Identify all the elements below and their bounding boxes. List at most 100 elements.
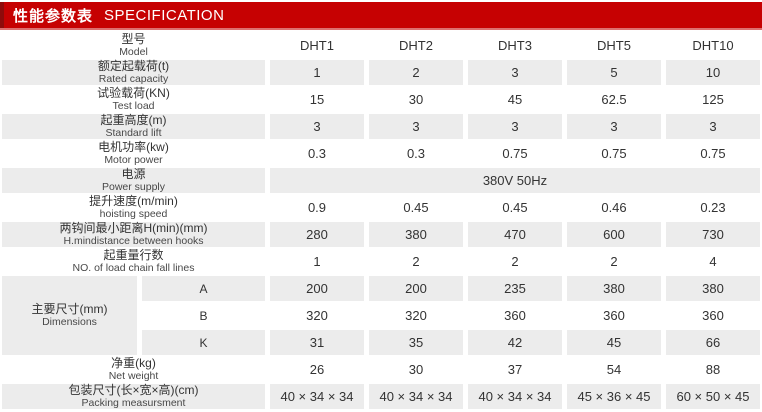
table-row-packing: 包装尺寸(长×宽×高)(cm) Packing measursment 40 ×… bbox=[2, 384, 760, 409]
table-row-power-supply: 电源 Power supply 380V 50Hz bbox=[2, 168, 760, 193]
row-label-en: Model bbox=[119, 46, 148, 58]
cell-value: 3 bbox=[567, 114, 661, 139]
cell-value: 2 bbox=[412, 254, 420, 269]
cell-value: 730 bbox=[666, 222, 760, 247]
row-label-zh: 两钩间最小距离H(min)(mm) bbox=[59, 221, 208, 235]
title-bar: 性能参数表 SPECIFICATION bbox=[0, 2, 762, 28]
cell-value: 54 bbox=[606, 362, 622, 377]
cell-value: 0.75 bbox=[700, 146, 726, 161]
row-label-zh: 试验载荷(KN) bbox=[97, 86, 170, 100]
row-label: 电源 Power supply bbox=[2, 168, 265, 193]
row-label-zh: 净重(kg) bbox=[111, 356, 156, 370]
table-row-net-weight: 净重(kg) Net weight 26 30 37 54 88 bbox=[2, 356, 760, 383]
cell-value: 31 bbox=[270, 330, 364, 355]
cell-value-merged: 380V 50Hz bbox=[270, 168, 760, 193]
row-label-en: Dimensions bbox=[42, 316, 97, 328]
cell-value: 45 bbox=[567, 330, 661, 355]
title-underline bbox=[0, 28, 762, 30]
row-label: 起重高度(m) Standard lift bbox=[2, 114, 265, 139]
table-row-hook-distance: 两钩间最小距离H(min)(mm) H.mindistance between … bbox=[2, 222, 760, 247]
cell-value: 0.75 bbox=[502, 146, 528, 161]
cell-value: 2 bbox=[369, 60, 463, 85]
cell-value: 40 × 34 × 34 bbox=[270, 384, 364, 409]
cell-value: 0.45 bbox=[403, 200, 429, 215]
row-label-en: Rated capacity bbox=[98, 73, 169, 85]
table-row-fall-lines: 起重量行数 NO. of load chain fall lines 1 2 2… bbox=[2, 248, 760, 275]
cell-value: 1 bbox=[270, 60, 364, 85]
model-header-cell: DHT3 bbox=[498, 38, 532, 53]
cell-value: 360 bbox=[603, 308, 625, 323]
dimensions-rows: A 200 200 235 380 380 B 320 320 360 360 … bbox=[142, 276, 760, 355]
row-label-zh: 电机功率(kw) bbox=[98, 140, 169, 154]
cell-value: 380 bbox=[567, 276, 661, 301]
row-label-en: Power supply bbox=[101, 181, 166, 193]
cell-value: 380 bbox=[369, 222, 463, 247]
cell-value: 125 bbox=[702, 92, 724, 107]
row-label-en: NO. of load chain fall lines bbox=[72, 262, 195, 274]
model-header-cell: DHT10 bbox=[692, 38, 734, 53]
row-label: 两钩间最小距离H(min)(mm) H.mindistance between … bbox=[2, 222, 265, 247]
cell-value: 10 bbox=[666, 60, 760, 85]
cell-value: 42 bbox=[468, 330, 562, 355]
table-row-dim-a: A 200 200 235 380 380 bbox=[142, 276, 760, 301]
dimensions-block: 主要尺寸(mm) Dimensions A 200 200 235 380 38… bbox=[2, 276, 760, 355]
cell-value: 2 bbox=[511, 254, 519, 269]
table-row-test-load: 试验载荷(KN) Test load 15 30 45 62.5 125 bbox=[2, 86, 760, 113]
dimension-key: B bbox=[199, 308, 208, 323]
cell-value: 30 bbox=[408, 362, 424, 377]
cell-value: 235 bbox=[468, 276, 562, 301]
page-title-chinese: 性能参数表 bbox=[13, 7, 94, 25]
dimensions-label: 主要尺寸(mm) Dimensions bbox=[2, 276, 137, 355]
spec-table: 型号 Model DHT1 DHT2 DHT3 DHT5 DHT10 额定起载荷… bbox=[0, 30, 762, 409]
cell-value: 320 bbox=[405, 308, 427, 323]
page-title-english: SPECIFICATION bbox=[104, 6, 225, 24]
cell-value: 380 bbox=[666, 276, 760, 301]
cell-value: 3 bbox=[468, 60, 562, 85]
table-row-rated-capacity: 额定起载荷(t) Rated capacity 1 2 3 5 10 bbox=[2, 60, 760, 85]
cell-value: 35 bbox=[369, 330, 463, 355]
row-label: 起重量行数 NO. of load chain fall lines bbox=[2, 248, 265, 275]
row-label-zh: 起重量行数 bbox=[103, 248, 164, 262]
cell-value: 40 × 34 × 34 bbox=[468, 384, 562, 409]
cell-value: 600 bbox=[567, 222, 661, 247]
row-label: 包装尺寸(长×宽×高)(cm) Packing measursment bbox=[2, 384, 265, 409]
model-header-cell: DHT2 bbox=[399, 38, 433, 53]
cell-value: 45 bbox=[507, 92, 523, 107]
row-label: 试验载荷(KN) Test load bbox=[2, 86, 265, 113]
cell-value: 470 bbox=[468, 222, 562, 247]
cell-value: 40 × 34 × 34 bbox=[369, 384, 463, 409]
row-label-en: Packing measursment bbox=[81, 397, 186, 409]
cell-value: 30 bbox=[408, 92, 424, 107]
row-label-zh: 电源 bbox=[121, 167, 146, 181]
cell-value: 3 bbox=[666, 114, 760, 139]
cell-value: 88 bbox=[705, 362, 721, 377]
model-header-cell: DHT1 bbox=[300, 38, 334, 53]
cell-value: 0.3 bbox=[307, 146, 327, 161]
cell-value: 60 × 50 × 45 bbox=[666, 384, 760, 409]
row-label: 提升速度(m/min) hoisting speed bbox=[2, 195, 265, 221]
cell-value: 0.46 bbox=[601, 200, 627, 215]
cell-value: 37 bbox=[507, 362, 523, 377]
model-header-cell: DHT5 bbox=[597, 38, 631, 53]
cell-value: 200 bbox=[270, 276, 364, 301]
row-label-zh: 包装尺寸(长×宽×高)(cm) bbox=[68, 383, 199, 397]
row-label: 额定起载荷(t) Rated capacity bbox=[2, 60, 265, 85]
cell-value: 0.3 bbox=[406, 146, 426, 161]
cell-value: 4 bbox=[709, 254, 717, 269]
dimension-key: A bbox=[142, 276, 265, 301]
cell-value: 360 bbox=[702, 308, 724, 323]
row-label-en: hoisting speed bbox=[99, 208, 168, 220]
cell-value: 45 × 36 × 45 bbox=[567, 384, 661, 409]
table-row-dim-k: K 31 35 42 45 66 bbox=[142, 330, 760, 355]
cell-value: 66 bbox=[666, 330, 760, 355]
row-label-zh: 主要尺寸(mm) bbox=[31, 302, 108, 316]
cell-value: 0.45 bbox=[502, 200, 528, 215]
cell-value: 3 bbox=[369, 114, 463, 139]
cell-value: 3 bbox=[270, 114, 364, 139]
cell-value: 1 bbox=[313, 254, 321, 269]
row-label-en: Motor power bbox=[104, 154, 163, 166]
row-label-zh: 起重高度(m) bbox=[100, 113, 167, 127]
cell-value: 280 bbox=[270, 222, 364, 247]
row-label-zh: 型号 bbox=[121, 32, 146, 46]
